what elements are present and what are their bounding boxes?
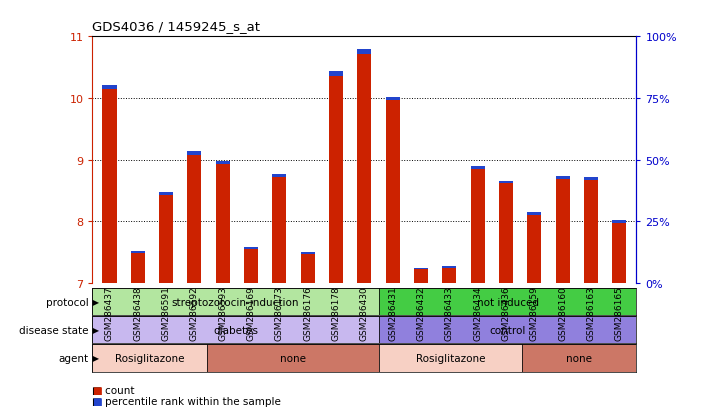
Bar: [414, 268, 428, 270]
Bar: [584, 178, 598, 180]
Bar: [272, 174, 287, 178]
Text: ■ count: ■ count: [92, 385, 135, 395]
Text: ▶: ▶: [90, 297, 100, 306]
Text: GSM286163: GSM286163: [587, 285, 596, 340]
Text: streptozotocin-induction: streptozotocin-induction: [172, 297, 299, 307]
Bar: [329, 72, 343, 77]
Bar: [522, 344, 636, 372]
Text: GSM286434: GSM286434: [474, 285, 482, 340]
Bar: [471, 166, 485, 169]
Bar: [244, 249, 258, 283]
Text: GSM286176: GSM286176: [303, 285, 312, 340]
Text: GSM286165: GSM286165: [615, 285, 624, 340]
Bar: [272, 178, 287, 283]
Text: Rosiglitazone: Rosiglitazone: [115, 353, 184, 363]
Text: GSM286159: GSM286159: [530, 285, 539, 340]
Text: GDS4036 / 1459245_s_at: GDS4036 / 1459245_s_at: [92, 20, 260, 33]
Text: GSM286432: GSM286432: [417, 285, 426, 340]
Text: not induced: not induced: [476, 297, 538, 307]
Text: GSM286160: GSM286160: [558, 285, 567, 340]
Text: ▶: ▶: [90, 325, 100, 335]
Bar: [102, 86, 117, 90]
Text: control: control: [489, 325, 525, 335]
Text: GSM286430: GSM286430: [360, 285, 369, 340]
Text: GSM286433: GSM286433: [445, 285, 454, 340]
Text: GSM286169: GSM286169: [247, 285, 255, 340]
Bar: [499, 181, 513, 184]
Text: GSM286592: GSM286592: [190, 285, 199, 340]
Bar: [612, 223, 626, 283]
Bar: [499, 184, 513, 283]
Text: diabetes: diabetes: [213, 325, 258, 335]
Text: GSM286591: GSM286591: [161, 285, 171, 340]
Bar: [358, 50, 371, 55]
Bar: [329, 77, 343, 283]
Bar: [301, 252, 315, 254]
Text: GSM286436: GSM286436: [501, 285, 510, 340]
Bar: [131, 254, 145, 283]
Bar: [92, 344, 207, 372]
Bar: [528, 213, 542, 216]
Bar: [215, 162, 230, 164]
Bar: [379, 344, 522, 372]
Text: GSM286173: GSM286173: [275, 285, 284, 340]
Bar: [159, 196, 173, 283]
Text: GSM286431: GSM286431: [388, 285, 397, 340]
Bar: [385, 97, 400, 100]
Text: ▶: ▶: [90, 354, 100, 363]
Bar: [379, 316, 636, 344]
Text: none: none: [280, 353, 306, 363]
Text: ■: ■: [92, 396, 102, 406]
Text: protocol: protocol: [46, 297, 89, 307]
Text: agent: agent: [59, 353, 89, 363]
Bar: [555, 177, 570, 180]
Bar: [215, 164, 230, 283]
Bar: [92, 288, 379, 316]
Bar: [301, 254, 315, 283]
Bar: [414, 270, 428, 283]
Bar: [159, 193, 173, 196]
Text: none: none: [566, 353, 592, 363]
Bar: [244, 247, 258, 249]
Bar: [612, 221, 626, 223]
Text: ■: ■: [92, 385, 102, 395]
Bar: [187, 155, 201, 283]
Bar: [528, 216, 542, 283]
Bar: [471, 169, 485, 283]
Bar: [102, 90, 117, 283]
Bar: [187, 152, 201, 155]
Text: ■ percentile rank within the sample: ■ percentile rank within the sample: [92, 396, 282, 406]
Bar: [207, 344, 379, 372]
Text: GSM286593: GSM286593: [218, 285, 228, 340]
Text: GSM286178: GSM286178: [331, 285, 341, 340]
Bar: [442, 266, 456, 268]
Text: disease state: disease state: [19, 325, 89, 335]
Text: GSM286438: GSM286438: [133, 285, 142, 340]
Bar: [555, 180, 570, 283]
Bar: [92, 316, 379, 344]
Text: Rosiglitazone: Rosiglitazone: [415, 353, 485, 363]
Text: GSM286437: GSM286437: [105, 285, 114, 340]
Bar: [358, 55, 371, 283]
Bar: [442, 268, 456, 283]
Bar: [584, 180, 598, 283]
Bar: [385, 100, 400, 283]
Bar: [131, 252, 145, 254]
Bar: [379, 288, 636, 316]
